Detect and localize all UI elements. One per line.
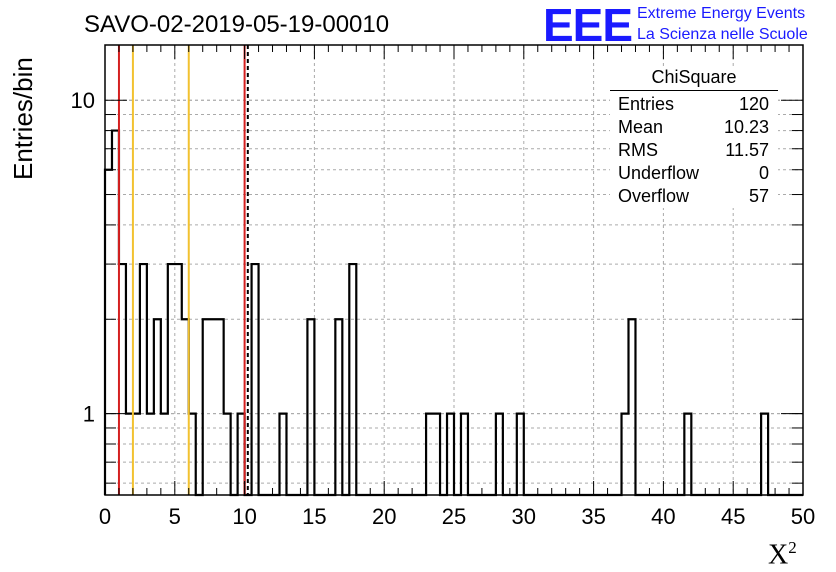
logo-line-1: Extreme Energy Events [637,5,806,22]
y-tick-label: 10 [71,88,95,113]
stats-value: 120 [738,94,769,114]
y-tick-label: 1 [83,402,95,427]
stats-row-mean: Mean 10.23 [610,116,778,139]
stats-label: RMS [618,140,658,160]
x-tick-label: 10 [232,504,256,529]
x-tick-label: 5 [169,504,181,529]
x-tick-label: 40 [651,504,675,529]
x-tick-label: 25 [442,504,466,529]
stats-label: Entries [618,94,675,114]
stats-label: Underflow [618,163,700,183]
stats-row-overflow: Overflow 57 [610,185,778,208]
stats-value: 11.57 [725,140,769,160]
stats-box: ChiSquare Entries 120 Mean 10.23 RMS 11.57 … [610,66,778,208]
x-tick-label: 45 [721,504,745,529]
stats-value: 0 [758,163,769,183]
stats-label: Mean [618,117,664,137]
x-tick-label: 0 [99,504,111,529]
x-tick-label: 15 [302,504,326,529]
y-axis-label: Entries/bin [8,57,38,180]
x-tick-label: 35 [581,504,605,529]
eee-logo: EEE [543,0,633,51]
x-axis-label-base: X [768,539,789,571]
x-tick-label: 20 [372,504,396,529]
stats-name: ChiSquare [651,67,737,87]
x-tick-label: 30 [512,504,536,529]
x-axis-label: X2 [768,538,797,571]
stats-row-rms: RMS 11.57 [610,139,778,162]
stats-row-underflow: Underflow 0 [610,162,778,185]
x-axis-label-sup: 2 [788,538,797,557]
page-title: SAVO-02-2019-05-19-00010 [84,11,390,38]
x-tick-label: 50 [791,504,815,529]
stats-value: 10.23 [723,117,769,137]
logo-line-2: La Scienza nelle Scuole [637,26,808,43]
stats-label: Overflow [618,186,690,206]
stats-row-entries: Entries 120 [610,93,778,116]
stats-value: 57 [748,186,769,206]
